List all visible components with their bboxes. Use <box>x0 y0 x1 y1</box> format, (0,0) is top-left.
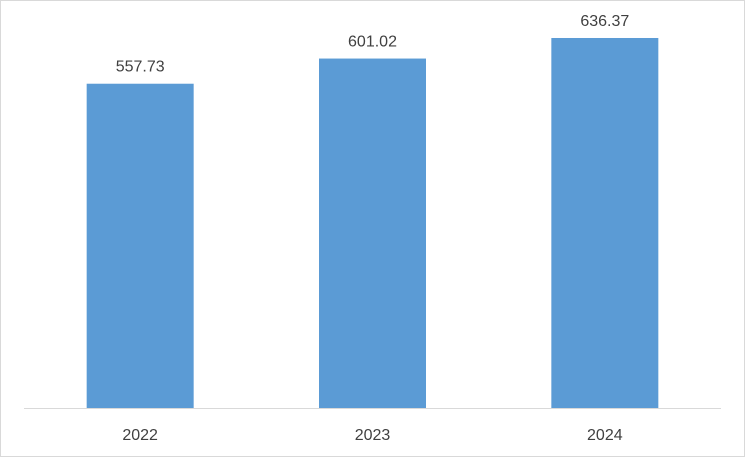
x-tick-labels-group: 2022 2023 2024 <box>122 427 622 444</box>
x-tick-label-2024: 2024 <box>587 427 623 444</box>
bar-2022 <box>86 83 194 408</box>
data-label-2022: 557.73 <box>116 59 165 76</box>
data-label-2024: 636.37 <box>580 13 629 30</box>
x-tick-label-2023: 2023 <box>355 427 391 444</box>
data-labels-group: 557.73 601.02 636.37 <box>116 13 630 76</box>
x-tick-label-2022: 2022 <box>122 427 158 444</box>
bar-2023 <box>319 58 426 408</box>
bars-group <box>86 37 659 408</box>
data-label-2023: 601.02 <box>348 34 397 51</box>
bar-2024 <box>551 37 659 408</box>
